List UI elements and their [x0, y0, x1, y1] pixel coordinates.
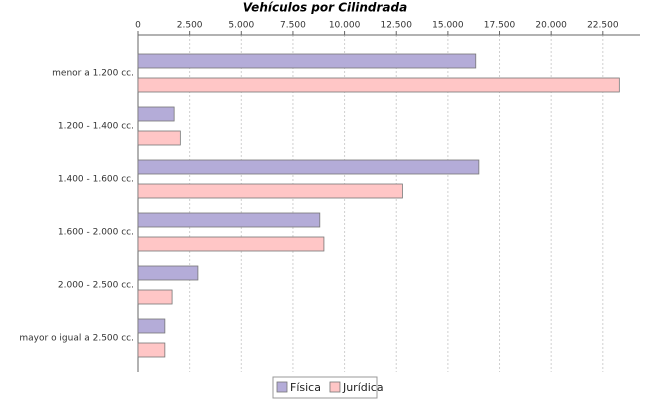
- y-tick-label: 1.200 - 1.400 cc.: [58, 122, 134, 132]
- x-tick-label: 22.500: [587, 21, 619, 31]
- y-tick-label: 2.000 - 2.500 cc.: [58, 281, 134, 291]
- y-tick-label: 1.400 - 1.600 cc.: [58, 175, 134, 185]
- x-tick-label: 5.000: [228, 21, 254, 31]
- bar: [137, 183, 403, 199]
- legend-label: Jurídica: [342, 381, 384, 394]
- legend-swatch: [329, 381, 341, 393]
- x-tick-label: 0: [135, 21, 141, 31]
- legend-box: [272, 376, 378, 399]
- bar: [137, 106, 175, 122]
- x-tick-label: 20.000: [535, 21, 567, 31]
- y-tick-label: 1.600 - 2.000 cc.: [58, 228, 134, 238]
- bar: [137, 289, 173, 305]
- chart-title: Vehículos por Cilindrada: [243, 1, 407, 15]
- legend-swatch: [276, 381, 288, 393]
- bar: [137, 342, 166, 358]
- x-tick-label: 12.500: [380, 21, 412, 31]
- x-tick-label: 15.000: [432, 21, 464, 31]
- bar: [137, 236, 325, 252]
- bar: [137, 212, 321, 228]
- bar: [137, 159, 480, 175]
- x-tick-label: 7.500: [280, 21, 306, 31]
- x-tick-label: 17.500: [484, 21, 516, 31]
- x-tick-label: 10.000: [329, 21, 361, 31]
- legend-label: Física: [290, 381, 321, 394]
- x-tick-label: 2.500: [177, 21, 203, 31]
- bar: [137, 318, 166, 334]
- y-tick-label: menor a 1.200 cc.: [52, 69, 134, 79]
- bar: [137, 53, 477, 69]
- bar: [137, 130, 181, 146]
- y-tick-label: mayor o igual a 2.500 cc.: [19, 334, 134, 344]
- bar: [137, 77, 620, 93]
- bar: [137, 265, 199, 281]
